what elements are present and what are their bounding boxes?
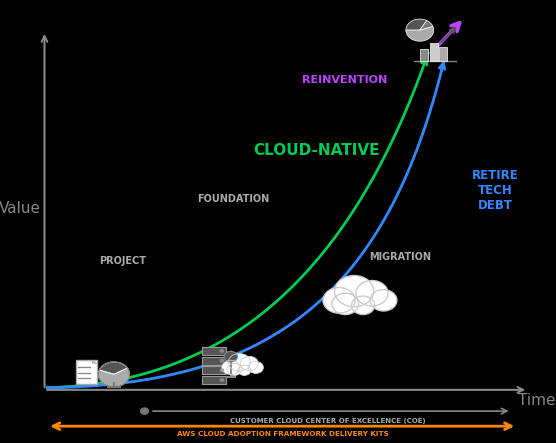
Circle shape (227, 363, 242, 376)
Circle shape (224, 351, 237, 362)
Circle shape (229, 354, 250, 371)
Circle shape (332, 293, 359, 315)
Circle shape (220, 379, 224, 381)
Text: CUSTOMER CLOUD CENTER OF EXCELLENCE (COE): CUSTOMER CLOUD CENTER OF EXCELLENCE (COE… (230, 418, 426, 424)
Bar (202, 366, 226, 374)
Wedge shape (420, 20, 433, 30)
Bar (202, 347, 226, 355)
Bar (420, 49, 428, 61)
Text: MIGRATION: MIGRATION (369, 252, 431, 262)
Circle shape (220, 359, 224, 362)
Circle shape (220, 369, 224, 372)
Circle shape (351, 296, 375, 315)
Text: RETIRE
TECH
DEBT: RETIRE TECH DEBT (471, 169, 518, 212)
Text: REINVENTION: REINVENTION (302, 75, 388, 85)
Text: AWS CLOUD ADOPTION FRAMEWORK DELIVERY KITS: AWS CLOUD ADOPTION FRAMEWORK DELIVERY KI… (176, 431, 389, 437)
Bar (202, 357, 226, 365)
Circle shape (141, 408, 148, 414)
Polygon shape (92, 360, 97, 363)
Text: Value: Value (0, 201, 41, 216)
Circle shape (240, 356, 259, 371)
Circle shape (356, 280, 388, 306)
Circle shape (238, 365, 251, 376)
Circle shape (323, 288, 355, 313)
Wedge shape (406, 19, 427, 30)
Text: CLOUD-NATIVE: CLOUD-NATIVE (254, 143, 380, 158)
Wedge shape (98, 368, 130, 387)
Circle shape (220, 350, 224, 352)
Wedge shape (406, 26, 434, 41)
Circle shape (335, 276, 374, 307)
Circle shape (370, 290, 397, 311)
Wedge shape (100, 362, 127, 374)
Bar (202, 376, 226, 384)
Text: FOUNDATION: FOUNDATION (197, 194, 270, 204)
Bar (76, 360, 97, 384)
Circle shape (249, 361, 264, 373)
Text: Time: Time (518, 393, 555, 408)
Circle shape (222, 360, 240, 375)
Text: PROJECT: PROJECT (99, 256, 146, 266)
Bar (430, 43, 438, 61)
Bar (439, 47, 447, 61)
